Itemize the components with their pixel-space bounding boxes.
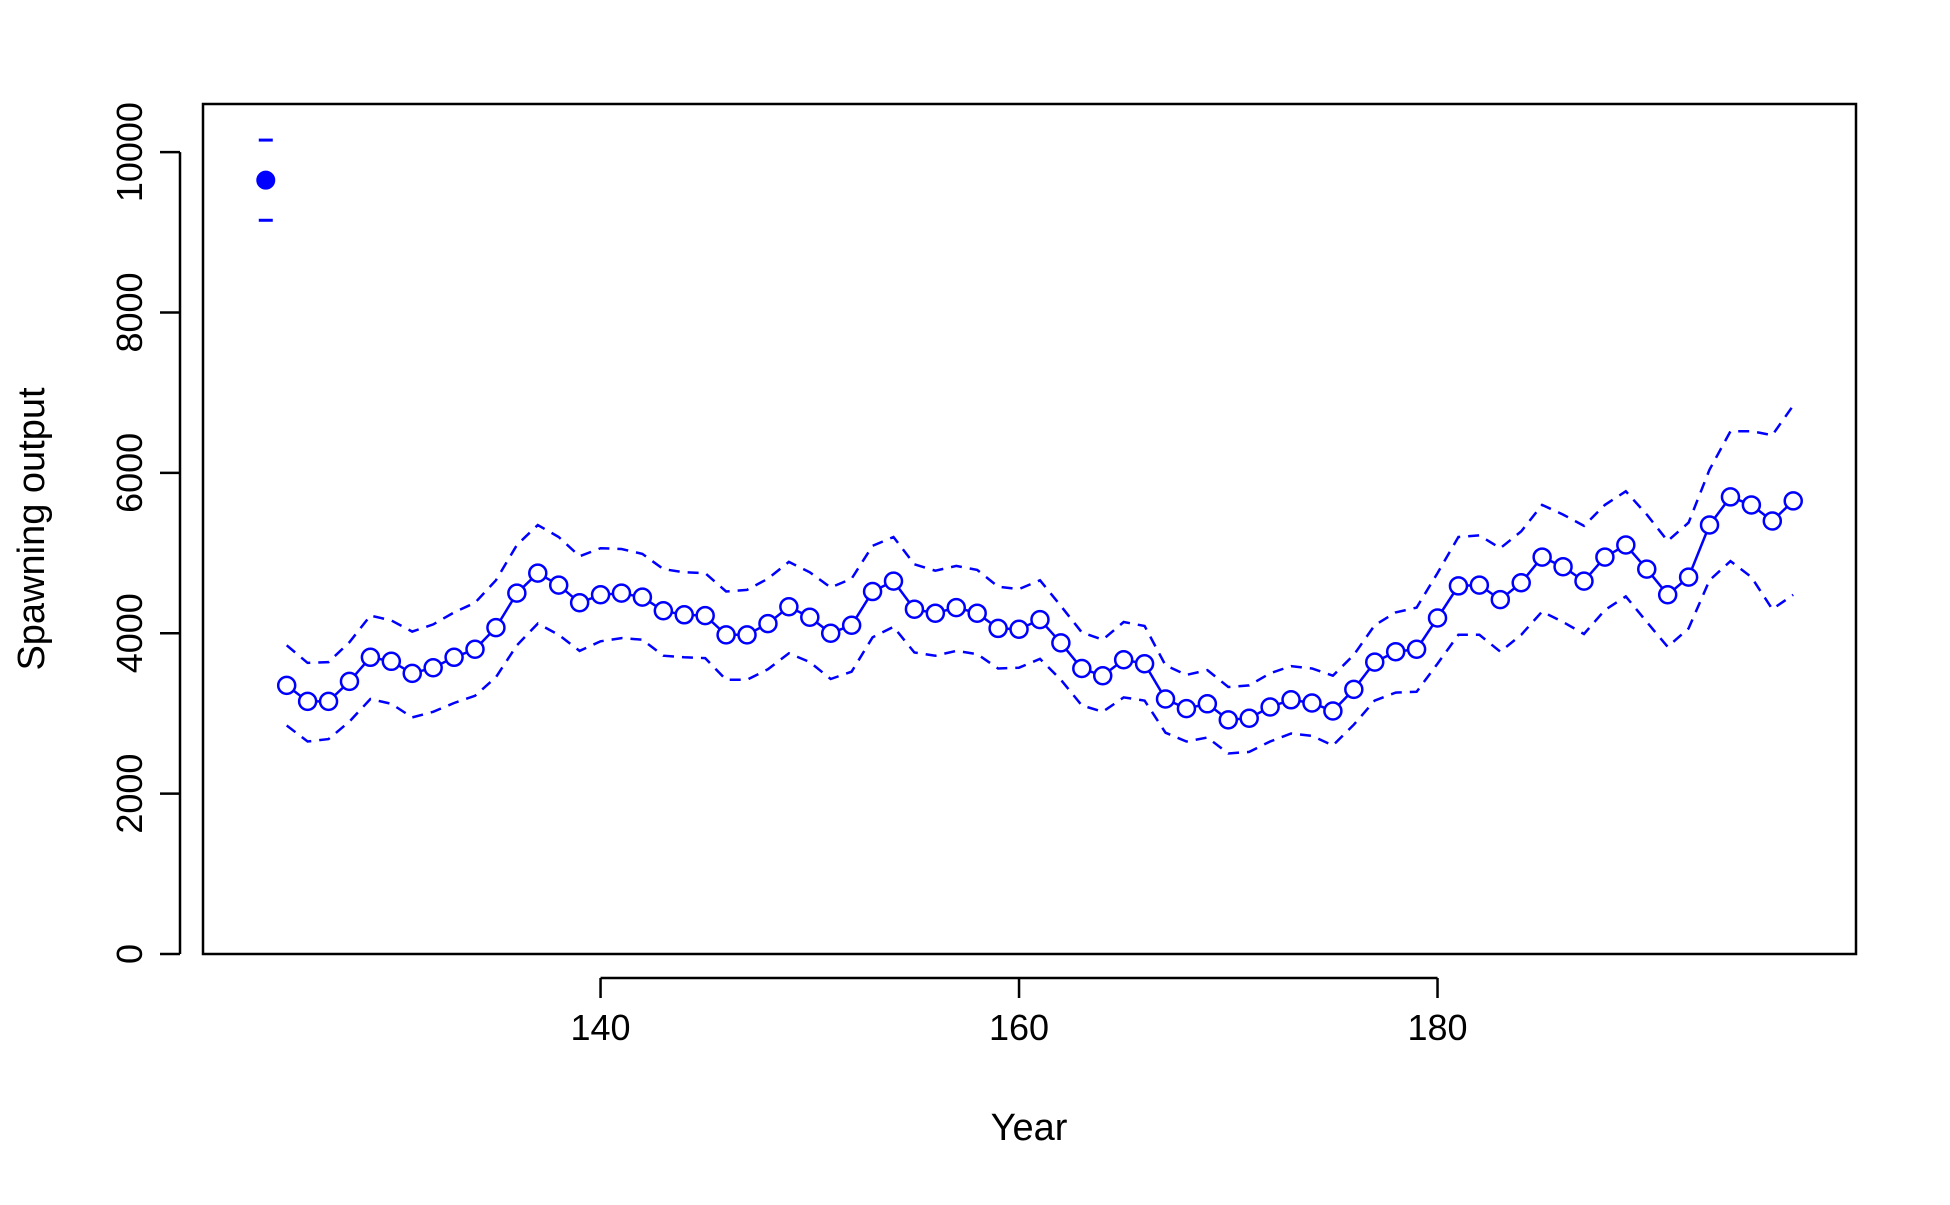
data-point	[820, 623, 841, 643]
data-point	[1574, 571, 1594, 591]
x-axis-title: Year	[991, 1107, 1068, 1149]
data-point	[339, 671, 360, 692]
upper-interval-line	[285, 404, 1795, 689]
data-point	[716, 625, 736, 645]
data-point	[674, 605, 695, 625]
data-point	[988, 618, 1008, 639]
data-point	[1595, 547, 1615, 567]
data-point	[1783, 491, 1803, 511]
data-point	[695, 605, 715, 626]
data-point	[841, 615, 862, 635]
data-point	[1532, 547, 1552, 567]
data-point	[486, 617, 506, 638]
data-point	[1323, 701, 1343, 721]
data-point	[548, 575, 569, 595]
data-point	[1051, 633, 1071, 653]
data-point	[1490, 589, 1511, 610]
data-point	[318, 691, 339, 712]
data-point	[1469, 575, 1490, 595]
x-axis: 140 160 180	[571, 976, 1468, 1048]
data-point	[1176, 698, 1197, 719]
data-point	[360, 647, 381, 668]
data-point	[1678, 567, 1699, 587]
x-tick-label: 180	[1407, 1007, 1467, 1048]
spawning-output-line	[285, 495, 1795, 722]
data-point	[1344, 679, 1364, 700]
data-point	[569, 593, 590, 613]
data-point	[653, 601, 674, 621]
data-point	[1197, 694, 1218, 714]
y-tick-label: 0	[109, 944, 150, 964]
data-point	[925, 603, 946, 623]
x-tick-label: 160	[989, 1007, 1049, 1048]
data-point	[1406, 639, 1427, 660]
lower-interval-line	[285, 559, 1794, 755]
data-point	[1616, 535, 1636, 555]
data-point	[1511, 572, 1531, 593]
data-point	[1092, 665, 1113, 686]
series-layer	[256, 138, 1803, 755]
y-tick-label: 6000	[109, 433, 150, 513]
data-point	[1657, 585, 1678, 605]
data-point	[883, 571, 904, 591]
data-point	[1448, 576, 1469, 596]
data-point	[1281, 690, 1301, 710]
data-point	[737, 625, 757, 645]
y-axis-title: Spawning output	[11, 387, 53, 671]
y-tick-label: 10000	[109, 102, 150, 202]
data-point	[465, 639, 485, 660]
y-axis: 0 2000 4000 6000 8000 10000	[109, 102, 182, 964]
data-point	[1553, 556, 1573, 577]
y-tick-label: 4000	[109, 593, 150, 673]
plot-box	[201, 102, 1858, 956]
data-point	[632, 587, 653, 607]
data-point	[1134, 653, 1155, 674]
data-point	[1155, 689, 1176, 709]
data-point	[1302, 693, 1322, 713]
data-point	[1427, 608, 1448, 628]
data-point	[444, 647, 464, 668]
data-point	[758, 613, 778, 634]
data-point	[1385, 641, 1406, 662]
data-point	[611, 583, 632, 603]
data-point	[1030, 609, 1050, 630]
data-point	[779, 597, 799, 617]
data-point	[800, 607, 820, 627]
data-point	[946, 597, 967, 618]
data-point	[1720, 487, 1741, 507]
y-tick-label: 2000	[109, 754, 150, 834]
data-point	[1072, 658, 1092, 679]
data-point	[1260, 697, 1280, 717]
data-point	[1239, 708, 1259, 728]
data-point	[1637, 559, 1657, 579]
data-point	[402, 663, 422, 684]
data-point	[1762, 511, 1783, 531]
data-point	[1218, 710, 1239, 730]
data-point	[862, 581, 883, 602]
x-tick-label: 140	[571, 1007, 631, 1048]
data-point	[276, 675, 297, 696]
data-point	[1009, 619, 1029, 639]
initial-point	[256, 170, 276, 190]
data-point	[904, 599, 925, 619]
y-tick-label: 8000	[109, 272, 150, 352]
data-point	[297, 691, 318, 712]
data-point	[381, 651, 402, 672]
data-point	[528, 563, 548, 583]
data-point	[967, 603, 987, 623]
data-point	[590, 585, 611, 605]
data-point	[423, 657, 443, 678]
data-point	[1741, 495, 1762, 515]
data-point	[1699, 515, 1720, 535]
data-point	[1364, 652, 1385, 672]
data-point	[1113, 649, 1134, 670]
data-point	[507, 583, 527, 603]
